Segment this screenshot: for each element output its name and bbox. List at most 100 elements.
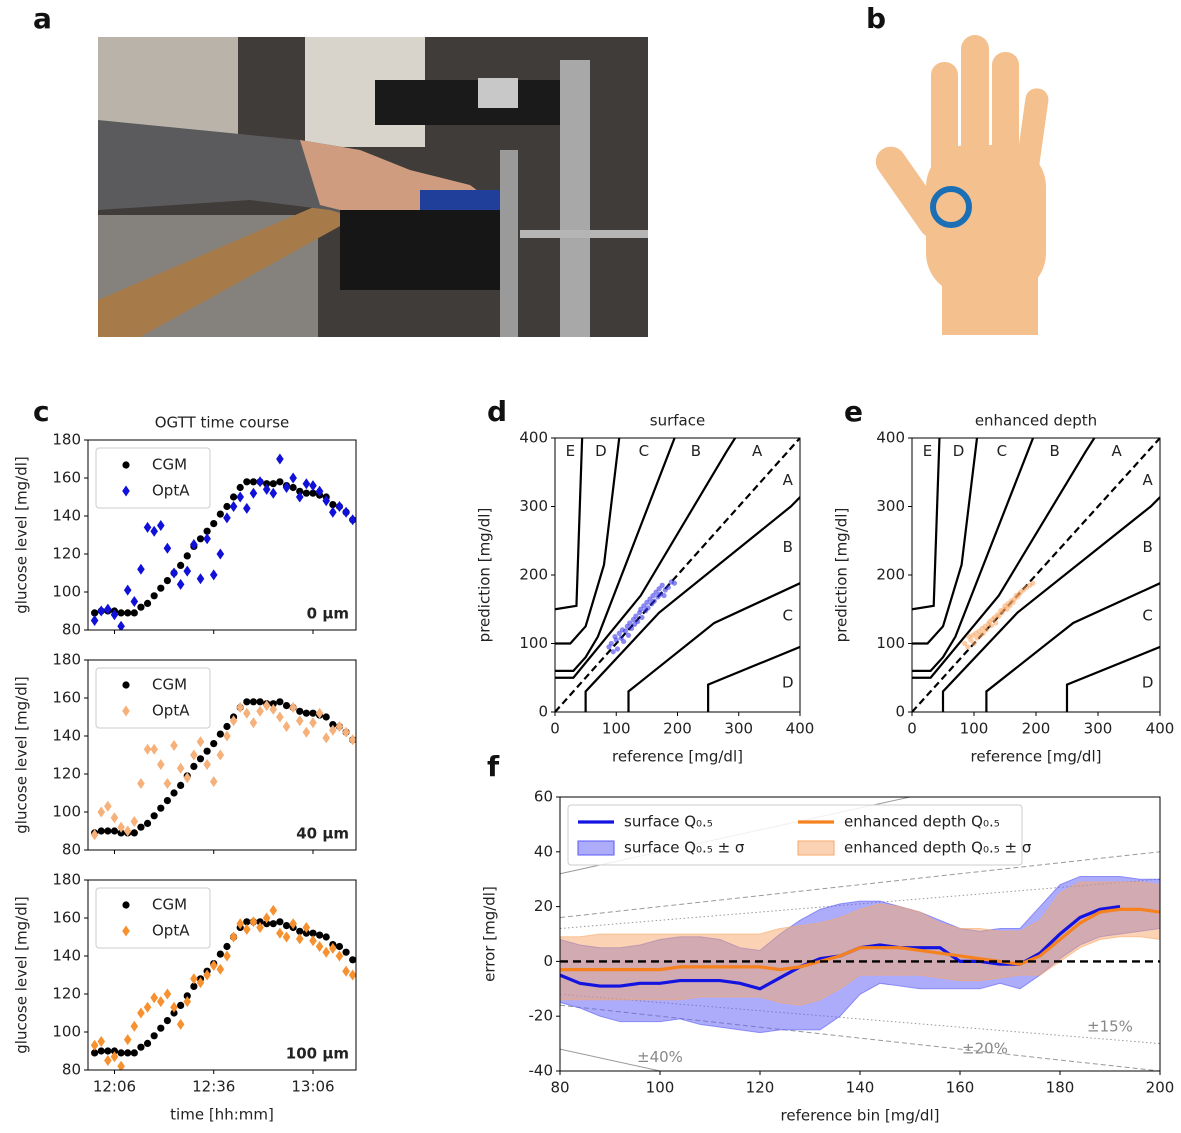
- point: [303, 490, 310, 497]
- y-tick-label: 100: [52, 1023, 81, 1041]
- point: [137, 824, 144, 831]
- point: [243, 924, 251, 935]
- point: [157, 759, 165, 770]
- point: [137, 778, 145, 789]
- point: [164, 1017, 171, 1024]
- legend-marker: [122, 901, 129, 908]
- point: [276, 454, 284, 465]
- point: [269, 905, 277, 916]
- point: [250, 698, 257, 705]
- zone-boundary: [912, 335, 990, 643]
- zone-label: E: [923, 442, 932, 460]
- point: [236, 702, 244, 713]
- point: [104, 801, 112, 812]
- point: [150, 526, 158, 537]
- y-tick-label: 140: [52, 507, 81, 525]
- point: [190, 973, 198, 984]
- breadboard: [375, 80, 575, 125]
- point: [661, 593, 666, 598]
- x-tick-label: 13:06: [291, 1078, 334, 1096]
- point: [137, 604, 144, 611]
- zone-label: D: [953, 442, 965, 460]
- point: [137, 564, 145, 575]
- y-tick-label: 160: [52, 689, 81, 707]
- point: [269, 488, 277, 499]
- point: [965, 644, 970, 649]
- x-tick-label: 200: [663, 720, 692, 738]
- y-tick-label: 20: [534, 897, 553, 915]
- point: [666, 585, 671, 590]
- plot-area: [912, 335, 1181, 712]
- x-tick-label: 400: [786, 720, 815, 738]
- legend-label: enhanced depth Q₀.₅: [844, 813, 1000, 831]
- point: [250, 488, 258, 499]
- panel-letter: f: [487, 750, 500, 783]
- point: [626, 633, 631, 638]
- y-tick-label: -40: [529, 1062, 554, 1080]
- zone-label: A: [752, 442, 763, 460]
- point: [223, 512, 231, 523]
- point: [104, 827, 111, 834]
- point: [177, 562, 184, 569]
- legend-label: CGM: [152, 456, 187, 474]
- zone-label: D: [595, 442, 607, 460]
- point: [342, 507, 350, 518]
- chart-title: surface: [650, 412, 705, 430]
- point: [170, 740, 178, 751]
- point: [97, 1036, 105, 1047]
- point: [104, 1047, 111, 1054]
- post: [500, 150, 518, 337]
- rod: [520, 230, 648, 238]
- point: [243, 503, 251, 514]
- point: [151, 592, 158, 599]
- point: [660, 583, 665, 588]
- panel-letter: c: [33, 395, 50, 428]
- legend-label: OptA: [152, 922, 190, 940]
- y-tick-label: -20: [529, 1007, 554, 1025]
- y-tick-label: 120: [52, 765, 81, 783]
- point: [256, 698, 263, 705]
- point: [629, 626, 634, 631]
- point: [243, 478, 250, 485]
- point: [131, 1049, 138, 1056]
- point: [303, 710, 310, 717]
- zone-label: A: [1142, 471, 1153, 489]
- point: [1030, 581, 1035, 586]
- point: [256, 476, 264, 487]
- point: [342, 949, 349, 956]
- y-tick-label: 100: [876, 634, 905, 652]
- point: [349, 514, 357, 525]
- point: [611, 649, 616, 654]
- point: [150, 992, 158, 1003]
- x-tick-label: 160: [946, 1079, 975, 1097]
- zone-boundary: [912, 335, 1160, 678]
- point: [223, 943, 230, 950]
- point: [131, 1021, 139, 1032]
- x-tick-label: 400: [1146, 720, 1175, 738]
- module: [478, 78, 518, 108]
- y-tick-label: 400: [876, 429, 905, 447]
- panel-letter: b: [866, 2, 886, 35]
- x-tick-label: 100: [646, 1079, 675, 1097]
- point: [289, 473, 297, 484]
- point: [635, 619, 640, 624]
- point: [164, 778, 172, 789]
- x-tick-label: 0: [550, 720, 560, 738]
- point: [290, 484, 297, 491]
- legend-marker: [122, 461, 129, 468]
- annotation: 100 µm: [286, 1045, 349, 1063]
- point: [270, 920, 277, 927]
- zone-boundary: [912, 335, 943, 609]
- y-tick-label: 120: [52, 545, 81, 563]
- zone-boundary: [943, 404, 1181, 712]
- zone-label: C: [639, 442, 649, 460]
- post: [560, 60, 590, 337]
- zone-label: D: [1142, 674, 1154, 692]
- zone-label: A: [783, 471, 794, 489]
- point: [131, 816, 139, 827]
- point: [243, 708, 251, 719]
- y-tick-label: 0: [543, 952, 553, 970]
- legend-label: surface Q₀.₅ ± σ: [624, 839, 745, 857]
- point: [276, 918, 283, 925]
- zone-label: B: [691, 442, 701, 460]
